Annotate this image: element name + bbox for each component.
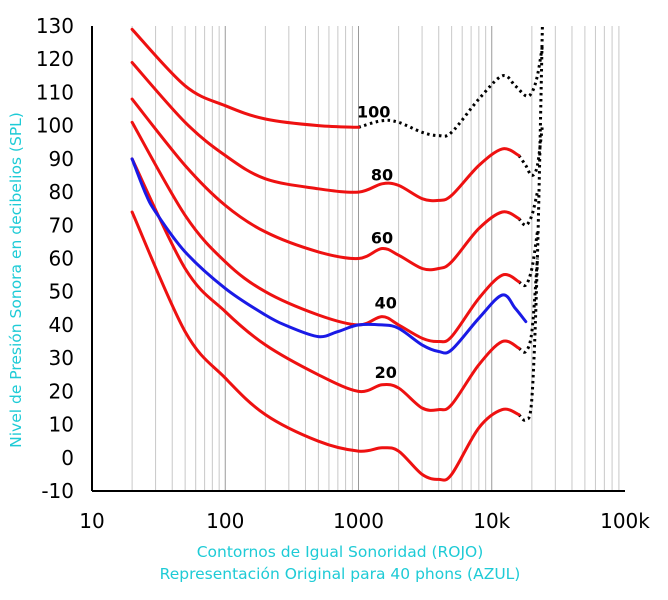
curve-100	[130, 27, 360, 129]
curve-label-20: 20	[375, 363, 397, 382]
series-labels: 20 40 60 80 100	[357, 102, 397, 382]
curve-80-dotted	[517, 125, 544, 178]
curve-80	[130, 61, 521, 203]
y-tick-label: 20	[49, 379, 74, 403]
axes	[91, 26, 625, 492]
curve-60-dotted	[517, 191, 539, 227]
curve-40-dotted	[518, 231, 539, 288]
x-axis-label-line-2: Representación Original para 40 phons (A…	[159, 565, 521, 583]
x-tick-label: 100k	[600, 509, 650, 533]
curve-label-80: 80	[371, 165, 393, 184]
y-tick-labels: -10 0 10 20 30 40 50 60 70 80 90 100 110 120 130	[36, 14, 74, 503]
curve-40	[130, 120, 521, 344]
curve-20	[130, 157, 521, 412]
x-tick-labels: 10 100 1000 10k 100k	[79, 509, 650, 533]
y-tick-label: 90	[49, 147, 74, 171]
y-tick-label: 40	[49, 313, 74, 337]
y-tick-label: 10	[49, 413, 74, 437]
y-tick-label: 0	[61, 446, 74, 470]
x-tick-label: 10	[79, 509, 104, 533]
x-axis-label-line-1: Contornos de Igual Sonoridad (ROJO)	[196, 543, 484, 561]
minor-gridlines	[131, 26, 620, 491]
y-tick-label: 30	[49, 346, 74, 370]
curve-0	[130, 210, 521, 482]
curve-label-60: 60	[371, 229, 393, 248]
y-tick-label: 100	[36, 114, 74, 138]
curve-40-original	[130, 157, 528, 355]
y-tick-label: 130	[36, 14, 74, 38]
x-tick-label: 1000	[333, 509, 384, 533]
curve-20-dotted	[518, 258, 539, 354]
y-axis-label: Nivel de Presión Sonora en decibelios (S…	[7, 112, 25, 448]
y-tick-label: -10	[41, 479, 74, 503]
y-axis-label-wrap: Nivel de Presión Sonora en decibelios (S…	[4, 70, 28, 490]
x-tick-label: 100	[206, 509, 244, 533]
y-tick-label: 110	[36, 80, 74, 104]
curve-100-dotted	[358, 45, 544, 138]
y-tick-label: 80	[49, 180, 74, 204]
y-tick-label: 60	[49, 247, 74, 271]
x-tick-label: 10k	[473, 509, 510, 533]
y-tick-label: 120	[36, 47, 74, 71]
curve-60	[130, 97, 521, 272]
series-lines	[130, 25, 544, 482]
curve-label-40: 40	[375, 293, 397, 312]
curve-0-dotted	[517, 25, 544, 422]
y-tick-label: 70	[49, 213, 74, 237]
y-tick-label: 50	[49, 280, 74, 304]
curve-label-100: 100	[357, 102, 390, 121]
